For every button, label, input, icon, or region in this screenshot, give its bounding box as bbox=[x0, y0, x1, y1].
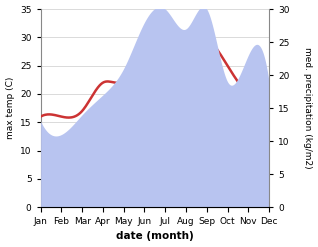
Y-axis label: max temp (C): max temp (C) bbox=[5, 77, 15, 139]
X-axis label: date (month): date (month) bbox=[116, 231, 194, 242]
Y-axis label: med. precipitation (kg/m2): med. precipitation (kg/m2) bbox=[303, 47, 313, 169]
